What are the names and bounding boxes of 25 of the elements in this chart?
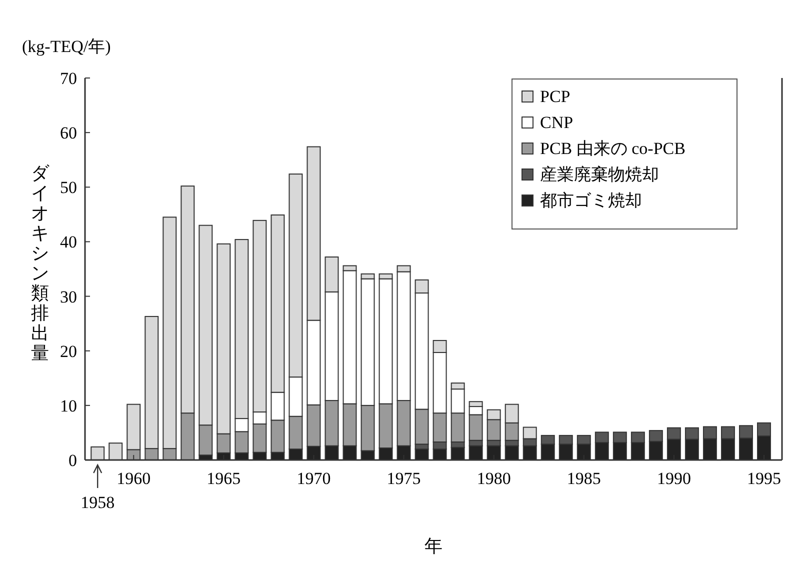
- x-tick-label: 1985: [566, 469, 601, 488]
- text: (kg-TEQ/年): [22, 37, 111, 56]
- x-tick-label: 1995: [746, 469, 781, 488]
- text: ダイオキシン類排出量: [31, 163, 49, 363]
- x-tick-label: 1960: [116, 469, 151, 488]
- x-tick-label: 1990: [656, 469, 691, 488]
- legend-label: PCP: [540, 87, 570, 106]
- y-tick-label: 70: [60, 69, 77, 88]
- annotation: 1958: [80, 493, 115, 512]
- legend-label: 産業廃棄物焼却: [540, 165, 659, 184]
- legend-label: PCB 由来の co-PCB: [540, 139, 686, 158]
- legend-label: 都市ゴミ焼却: [540, 191, 642, 210]
- y-tick-label: 60: [60, 124, 77, 143]
- x-axis-title: 年: [424, 536, 442, 556]
- x-tick-label: 1965: [206, 469, 241, 488]
- y-tick-label: 10: [60, 396, 77, 416]
- legend-label: CNP: [540, 113, 574, 132]
- y-tick-label: 50: [60, 178, 77, 198]
- x-tick-label: 1980: [476, 469, 511, 488]
- y-tick-label: 20: [60, 342, 77, 361]
- x-tick-label: 1970: [296, 469, 331, 488]
- y-tick-label: 40: [60, 232, 77, 252]
- y-tick-label: 30: [60, 287, 77, 306]
- x-tick-label: 1975: [386, 469, 421, 488]
- y-tick-label: 0: [68, 451, 77, 470]
